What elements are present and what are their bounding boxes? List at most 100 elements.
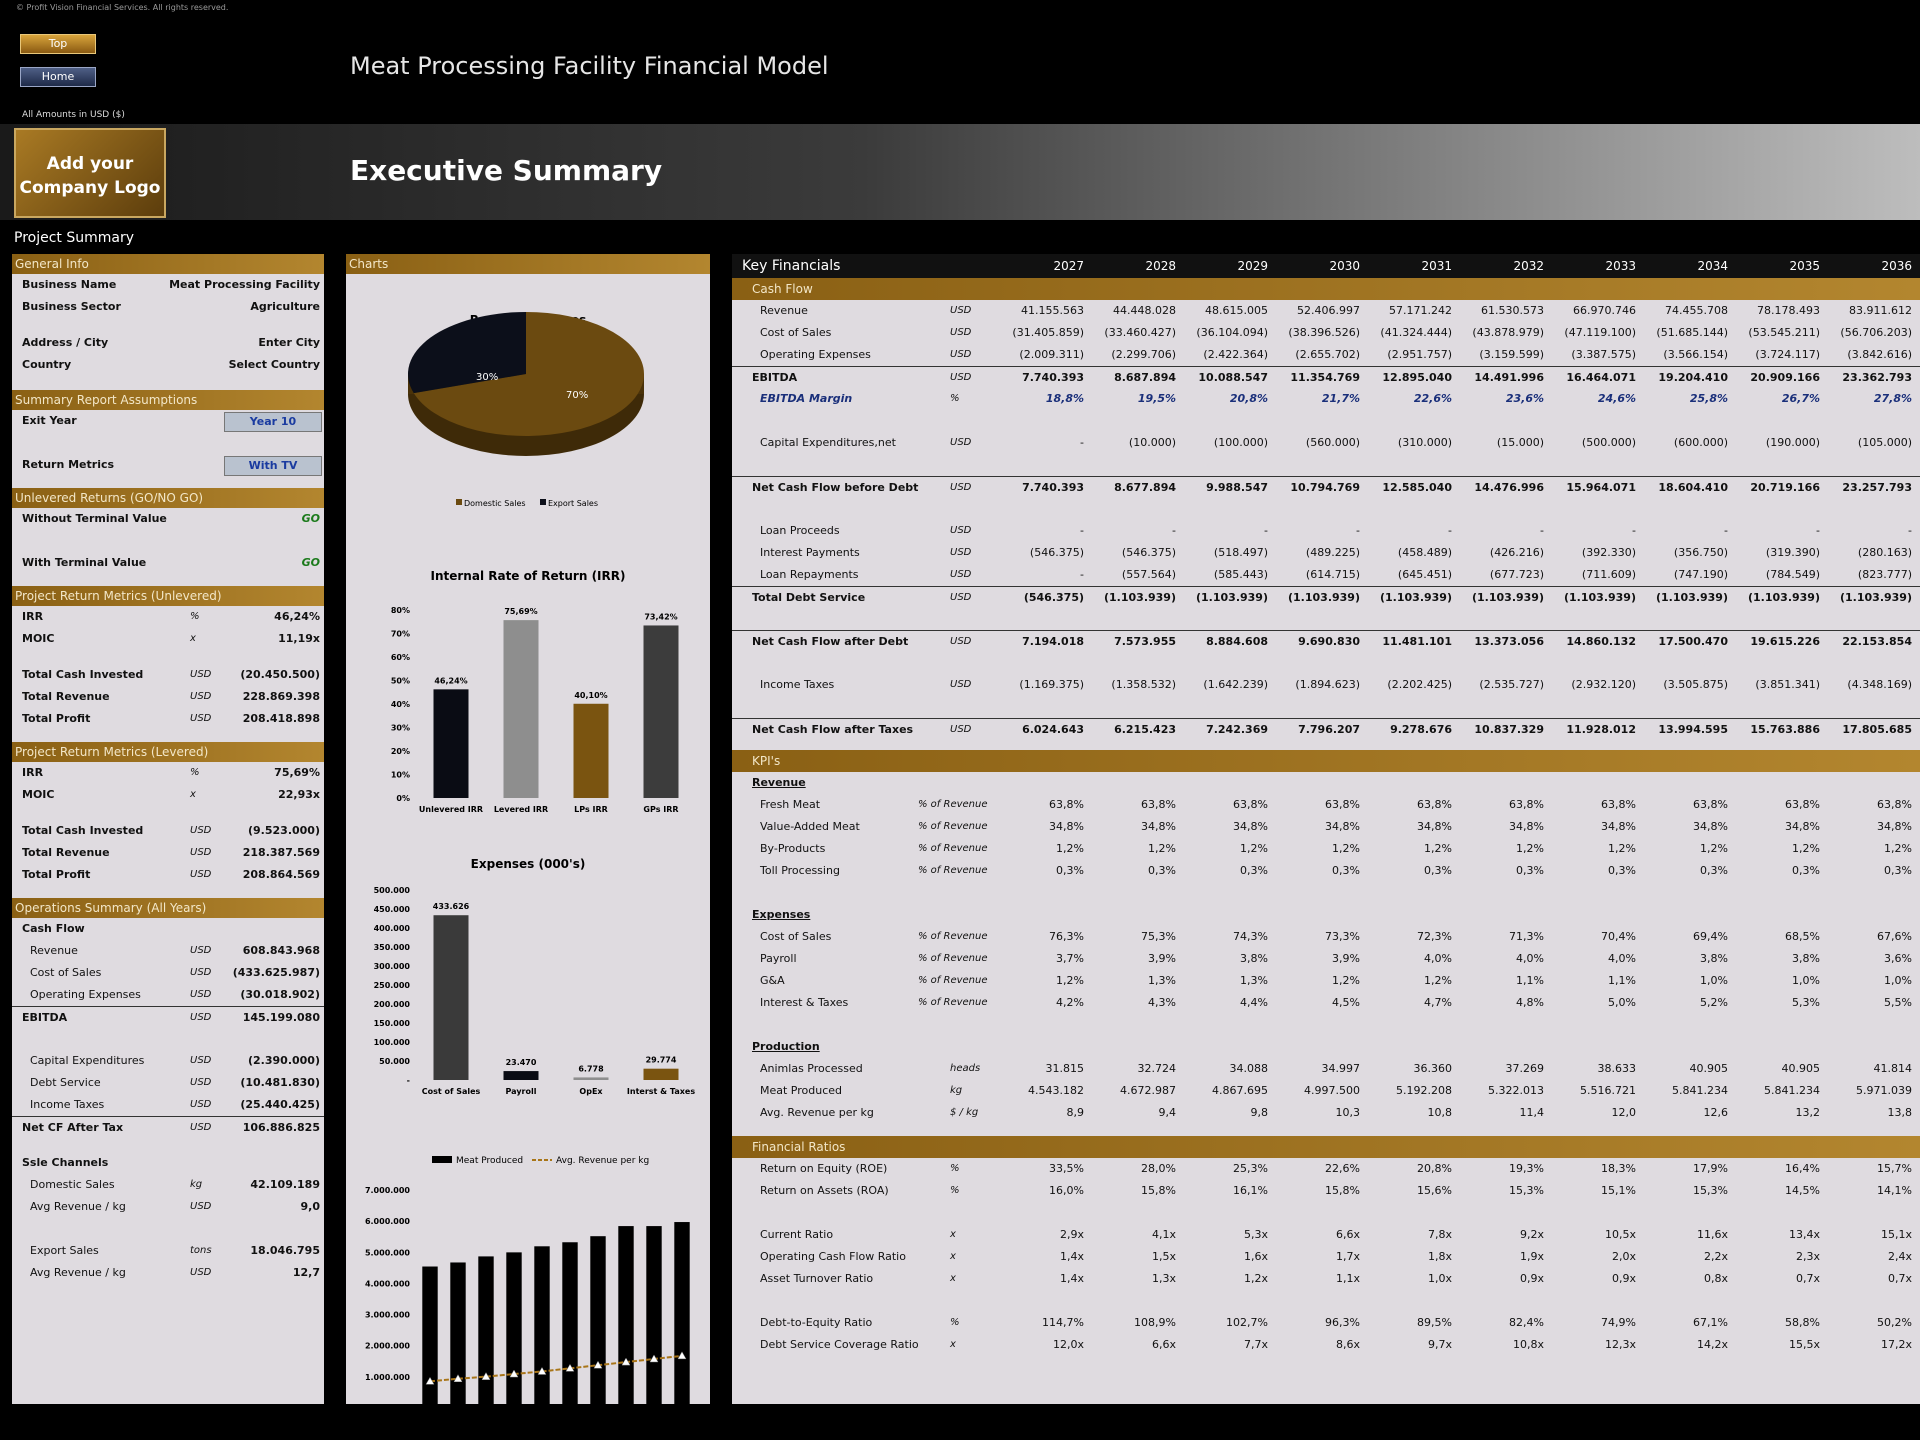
row-label: Total Revenue (22, 846, 110, 859)
financial-cell: 1,2% (1884, 842, 1912, 855)
financial-cell: 58,8% (1785, 1316, 1820, 1329)
financial-cell: 63,8% (1509, 798, 1544, 811)
row-value: 12,7 (292, 1266, 320, 1279)
financial-cell: 1,2% (1424, 842, 1452, 855)
row-unit: USD (190, 691, 212, 702)
row-unit: USD (190, 945, 212, 956)
row-unit: USD (190, 1267, 212, 1278)
financial-cell: 15,8% (1141, 1184, 1176, 1197)
y-tick-label: 7.000.000 (365, 1186, 410, 1195)
financial-row: Income Taxes USD (1.169.375) (1.358.532) (1.… (732, 674, 1920, 696)
meat-produced-bar (534, 1246, 550, 1408)
financial-row: Capital Expenditures,net USD - (10.000) (100… (732, 432, 1920, 454)
meat-produced-bar (646, 1226, 662, 1408)
financial-cell: 7.573.955 (1114, 635, 1176, 648)
financial-cell: 34,8% (1417, 820, 1452, 833)
financial-cell: 12.895.040 (1382, 371, 1452, 384)
row-value: (433.625.987) (232, 966, 320, 979)
financial-row: Interest & Taxes % of Revenue 4,2% 4,3% 4,4%… (732, 992, 1920, 1014)
financial-cell: 73,3% (1325, 930, 1360, 943)
financial-cell: (319.390) (1765, 546, 1820, 559)
cashflow-header: Cash Flow (732, 278, 1920, 300)
row-label: G&A (760, 974, 785, 987)
row-label: EBITDA (752, 371, 798, 384)
financial-cell: 1,9x (1519, 1250, 1544, 1263)
pie-slice (413, 312, 644, 436)
financial-cell: 0,3% (1148, 864, 1176, 877)
financial-cell: 63,8% (1693, 798, 1728, 811)
financial-cell: 14.491.996 (1474, 371, 1544, 384)
financial-cell: (1.358.532) (1111, 678, 1176, 691)
row-value: 228.869.398 (242, 690, 320, 703)
financial-cell: (677.723) (1489, 568, 1544, 581)
financial-cell: (1.642.239) (1203, 678, 1268, 691)
financial-cell: 1,2% (1700, 842, 1728, 855)
financial-row: Net Cash Flow after Debt USD 7.194.018 7.57… (732, 630, 1920, 652)
financial-cell: 33,5% (1049, 1162, 1084, 1175)
financial-cell: 34,8% (1877, 820, 1912, 833)
bar-value-label: 29.774 (646, 1056, 677, 1065)
financial-cell: 6,6x (1151, 1338, 1176, 1351)
year-header: 2030 (1329, 259, 1360, 273)
financial-cell: 12,3x (1604, 1338, 1636, 1351)
financial-cell: 15,3% (1509, 1184, 1544, 1197)
y-tick-label: 4.000.000 (365, 1279, 410, 1288)
key-financials-title: Key Financials (742, 258, 841, 274)
x-category-label: Levered IRR (494, 805, 548, 814)
financial-cell: 3,9% (1148, 952, 1176, 965)
row-value: (10.481.830) (240, 1076, 320, 1089)
avg-revenue-marker (677, 1351, 687, 1360)
financial-cell: 34,8% (1601, 820, 1636, 833)
return-metrics-select[interactable]: With TV (224, 456, 322, 476)
row-unit: % (950, 1317, 960, 1328)
row-value: 22,93x (278, 788, 320, 801)
y-tick-label: 50% (391, 677, 410, 686)
row-label: MOIC (22, 788, 55, 801)
avg-revenue-marker (453, 1374, 463, 1382)
financial-row (732, 1290, 1920, 1312)
operations-row: Cost of Sales USD (433.625.987) (12, 962, 324, 984)
financial-cell: (33.460.427) (1104, 326, 1176, 339)
financial-cell: 13.994.595 (1658, 723, 1728, 736)
financial-cell: 0,3% (1792, 864, 1820, 877)
financial-cell: 14.476.996 (1474, 481, 1544, 494)
financial-cell: 26,7% (1781, 392, 1820, 405)
row-unit: USD (950, 437, 972, 448)
financial-cell: 44.448.028 (1113, 304, 1176, 317)
financial-cell: 13,4x (1788, 1228, 1820, 1241)
financial-row (732, 652, 1920, 674)
y-tick-label: 150.000 (374, 1019, 411, 1028)
top-button[interactable]: Top (20, 34, 96, 54)
year-header: 2031 (1421, 259, 1452, 273)
financial-cell: (585.443) (1213, 568, 1268, 581)
avg-revenue-line (429, 1354, 683, 1383)
financial-cell: 67,1% (1693, 1316, 1728, 1329)
x-category-label: Payroll (506, 1087, 537, 1096)
financial-cell: - (1172, 524, 1176, 537)
exit-year-select[interactable]: Year 10 (224, 412, 322, 432)
row-unit: x (950, 1229, 956, 1240)
financial-cell: 2,9x (1059, 1228, 1084, 1241)
financial-cell: 48.615.005 (1205, 304, 1268, 317)
home-button[interactable]: Home (20, 67, 96, 87)
financial-row: Loan Proceeds USD - - - - - - - - - - (732, 520, 1920, 542)
financial-cell: 5,5% (1884, 996, 1912, 1009)
financial-cell: 0,3% (1424, 864, 1452, 877)
row-unit: USD (950, 592, 972, 603)
financial-cell: 34,8% (1233, 820, 1268, 833)
financial-cell: (3.724.117) (1755, 348, 1820, 361)
row-label: Net Cash Flow after Debt (752, 635, 909, 648)
financial-cell: 4.867.695 (1212, 1084, 1268, 1097)
financial-cell: 10,8 (1427, 1106, 1453, 1119)
financial-cell: (1.169.375) (1019, 678, 1084, 691)
financial-cell: (458.489) (1397, 546, 1452, 559)
pie-label-export: 30% (476, 372, 498, 383)
financial-cell: (3.842.616) (1847, 348, 1912, 361)
financial-cell: 0,7x (1887, 1272, 1912, 1285)
row-label: Total Cash Invested (22, 824, 144, 837)
company-logo-placeholder[interactable]: Add your Company Logo (14, 128, 166, 218)
row-unit: % (950, 1185, 960, 1196)
row-label: Country (22, 358, 72, 371)
charts-canvas: Revenue Sources70%30%Domestic SalesExpor… (365, 312, 695, 1424)
x-category-label: LPs IRR (574, 805, 608, 814)
